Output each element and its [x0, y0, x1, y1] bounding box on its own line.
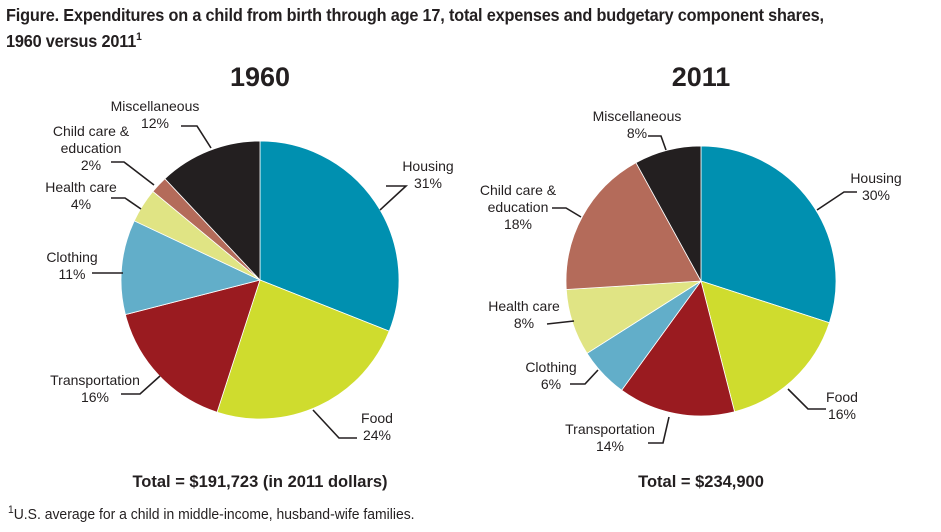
leader-line-miscellaneous	[648, 135, 667, 151]
leader-line-transportation	[121, 375, 161, 395]
label-clothing: Clothing 6%	[525, 359, 576, 392]
label-food: Food 16%	[826, 389, 858, 422]
leader-line-food	[787, 388, 826, 410]
slice-clothing	[120, 220, 262, 316]
slice-transportation	[621, 280, 736, 417]
figure-title-line2: 1960 versus 2011	[6, 31, 137, 51]
leader-line-child-care-and-education	[111, 161, 155, 186]
leader-line-transportation	[648, 416, 670, 444]
label-miscellaneous: Miscellaneous 8%	[593, 108, 682, 141]
slice-miscellaneous	[164, 140, 261, 282]
title-footnote-marker: 1	[136, 31, 142, 43]
slice-miscellaneous	[635, 145, 702, 282]
total-label-2011: Total = $234,900	[638, 473, 764, 491]
figure-title: Figure. Expenditures on a child from bir…	[6, 4, 941, 52]
figure-title-line1: Figure. Expenditures on a child from bir…	[6, 5, 824, 25]
leader-line-child-care-and-education	[552, 207, 582, 218]
slice-child-care-and-education	[565, 162, 702, 290]
leader-line-health-care	[111, 197, 142, 210]
leader-line-health-care	[546, 320, 575, 325]
label-housing: Housing 30%	[850, 170, 901, 203]
slice-food	[700, 280, 830, 413]
footnote-marker: 1	[8, 504, 14, 516]
leader-line-housing	[379, 185, 409, 211]
label-housing: Housing 31%	[402, 158, 453, 191]
pie-chart-1960: 1960 Housing 31% Food 24% Transportation 16% Cl…	[45, 62, 453, 491]
label-child-care-and-education: Child care & education 18%	[480, 182, 557, 232]
chart-title-1960: 1960	[230, 62, 290, 92]
leader-line-miscellaneous	[181, 125, 212, 149]
label-miscellaneous: Miscellaneous 12%	[111, 98, 200, 131]
footnote-text: U.S. average for a child in middle-incom…	[13, 506, 415, 523]
chart-title-2011: 2011	[672, 62, 731, 92]
leader-line-clothing	[570, 369, 599, 385]
footnote: 1U.S. average for a child in middle-inco…	[8, 504, 415, 523]
leader-line-housing	[816, 191, 857, 211]
slice-housing	[700, 145, 837, 324]
leader-line-food	[312, 409, 357, 439]
label-transportation: Transportation 16%	[50, 372, 140, 405]
label-transportation: Transportation 14%	[565, 421, 655, 454]
label-child-care-and-education: Child care & education 2%	[53, 123, 130, 173]
label-food: Food 24%	[361, 410, 393, 443]
label-health-care: Health care 4%	[45, 179, 117, 212]
label-clothing: Clothing 11%	[46, 249, 97, 282]
slice-transportation	[124, 279, 261, 413]
label-health-care: Health care 8%	[488, 298, 560, 331]
slice-food	[216, 279, 390, 420]
total-label-1960: Total = $191,723 (in 2011 dollars)	[132, 473, 387, 491]
slice-housing	[259, 140, 400, 332]
pie-chart-2011: 2011 Housing 30% Food 16% Transportation 14% Cl…	[480, 62, 902, 491]
